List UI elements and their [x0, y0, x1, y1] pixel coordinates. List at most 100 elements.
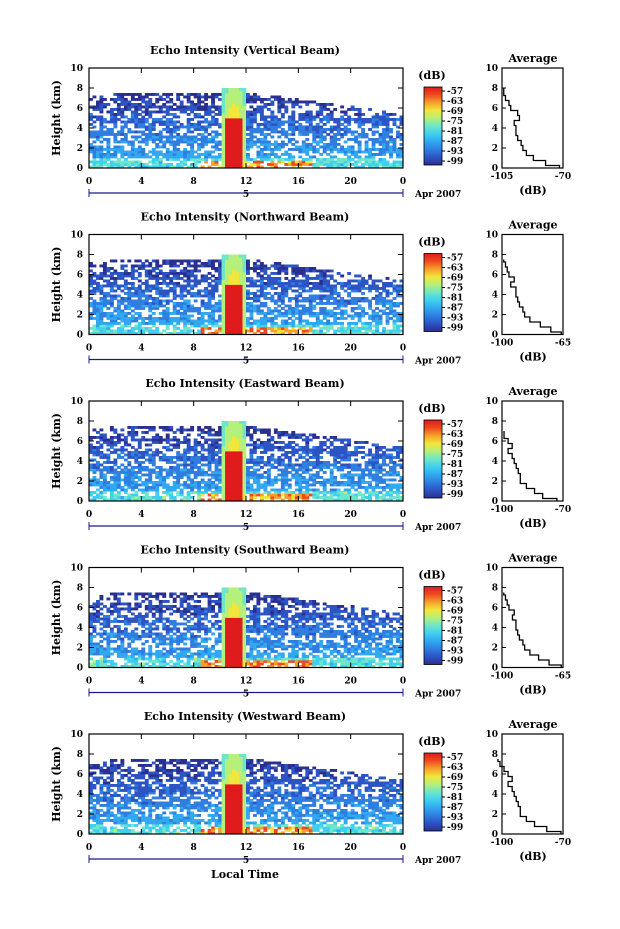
- heatmap-cell: [141, 153, 146, 156]
- heatmap-cell: [165, 307, 170, 310]
- heatmap-cell: [343, 317, 348, 320]
- heatmap-cell: [333, 299, 338, 303]
- heatmap-cell: [228, 294, 233, 298]
- colorbar-tick-label: -69: [447, 274, 463, 284]
- heatmap-cell: [148, 438, 153, 442]
- heatmap-cell: [207, 95, 212, 99]
- heatmap-cell: [235, 423, 240, 427]
- heatmap-cell: [235, 160, 240, 164]
- heatmap-cell: [315, 143, 320, 146]
- heatmap-cell: [322, 103, 327, 106]
- heatmap-cell: [326, 160, 331, 164]
- heatmap-cell: [364, 140, 369, 144]
- heatmap-cell: [176, 93, 181, 96]
- heatmap-cell: [144, 272, 149, 275]
- heatmap-cell: [214, 483, 219, 487]
- heatmap-cell: [298, 433, 303, 437]
- heatmap-cell: [375, 125, 379, 129]
- heatmap-cell: [221, 493, 226, 497]
- heatmap-cell: [228, 90, 233, 94]
- heatmap-cell: [270, 319, 275, 323]
- heatmap-cell: [193, 269, 198, 273]
- heatmap-cell: [225, 292, 229, 295]
- heatmap-cell: [99, 319, 104, 323]
- heatmap-cell: [172, 468, 177, 472]
- heatmap-cell: [347, 150, 352, 154]
- heatmap-cell: [116, 456, 121, 459]
- heatmap-cell: [340, 118, 345, 121]
- heatmap-cell: [99, 158, 104, 161]
- heatmap-cell: [291, 496, 296, 499]
- heatmap-cell: [172, 436, 177, 439]
- heatmap-cell: [305, 113, 310, 116]
- heatmap-cell: [301, 478, 306, 482]
- heatmap-cell: [232, 135, 236, 139]
- heatmap-cell: [298, 123, 303, 126]
- heatmap-cell: [322, 314, 327, 318]
- average-x-tick-label: -65: [555, 339, 571, 349]
- heatmap-cell: [127, 319, 132, 323]
- heatmap-cell: [144, 294, 149, 298]
- heatmap-cell: [354, 307, 359, 310]
- heatmap-cell: [385, 128, 390, 131]
- heatmap-cell: [266, 327, 271, 330]
- heatmap-cell: [218, 108, 222, 111]
- heatmap-cell: [165, 332, 170, 335]
- heatmap-cell: [211, 448, 215, 452]
- heatmap-cell: [193, 277, 198, 280]
- heatmap-cell: [134, 498, 139, 502]
- heatmap-cell: [298, 319, 303, 323]
- heatmap-cell: [266, 319, 271, 323]
- heatmap-cell: [239, 262, 243, 265]
- heatmap-cell: [305, 466, 310, 469]
- day-label: 5: [243, 357, 249, 367]
- heatmap-cell: [239, 317, 243, 320]
- heatmap-cell: [172, 319, 177, 323]
- heatmap-cell: [399, 284, 404, 288]
- heatmap-cell: [291, 115, 296, 119]
- heatmap-cell: [218, 304, 222, 308]
- heatmap-cell: [221, 312, 226, 315]
- heatmap-cell: [350, 158, 355, 161]
- heatmap-cell: [102, 163, 107, 166]
- heatmap-cell: [186, 458, 191, 462]
- heatmap-cell: [252, 262, 257, 265]
- heatmap-cell: [214, 133, 219, 136]
- heatmap-cell: [266, 98, 271, 101]
- heatmap-cell: [190, 130, 195, 134]
- heatmap-cell: [239, 297, 243, 300]
- heatmap-cell: [333, 155, 338, 159]
- heatmap-cell: [228, 289, 233, 293]
- heatmap-cell: [336, 292, 341, 295]
- heatmap-cell: [186, 299, 191, 303]
- heatmap-cell: [399, 312, 404, 315]
- heatmap-cell: [284, 269, 289, 273]
- heatmap-cell: [130, 155, 135, 159]
- heatmap-cell: [375, 324, 379, 328]
- heatmap-cell: [263, 135, 268, 139]
- heatmap-cell: [232, 463, 236, 467]
- heatmap-cell: [350, 105, 355, 109]
- heatmap-cell: [305, 160, 310, 164]
- heatmap-cell: [218, 113, 222, 116]
- heatmap-cell: [92, 299, 97, 303]
- heatmap-cell: [228, 282, 233, 285]
- heatmap-cell: [312, 307, 317, 310]
- heatmap-cell: [158, 165, 163, 169]
- heatmap-cell: [343, 118, 348, 121]
- heatmap-cell: [312, 481, 317, 484]
- heatmap-cell: [176, 259, 181, 263]
- heatmap-cell: [350, 289, 355, 293]
- heatmap-cell: [116, 307, 121, 310]
- heatmap-cell: [329, 113, 334, 116]
- heatmap-cell: [179, 317, 184, 320]
- heatmap-cell: [252, 163, 257, 166]
- heatmap-cell: [214, 158, 219, 161]
- heatmap-cell: [120, 113, 125, 116]
- heatmap-cell: [144, 329, 149, 333]
- heatmap-cell: [225, 481, 229, 484]
- heatmap-cell: [207, 307, 212, 310]
- heatmap-cell: [183, 456, 188, 459]
- heatmap-cell: [225, 274, 229, 278]
- heatmap-cell: [123, 108, 128, 111]
